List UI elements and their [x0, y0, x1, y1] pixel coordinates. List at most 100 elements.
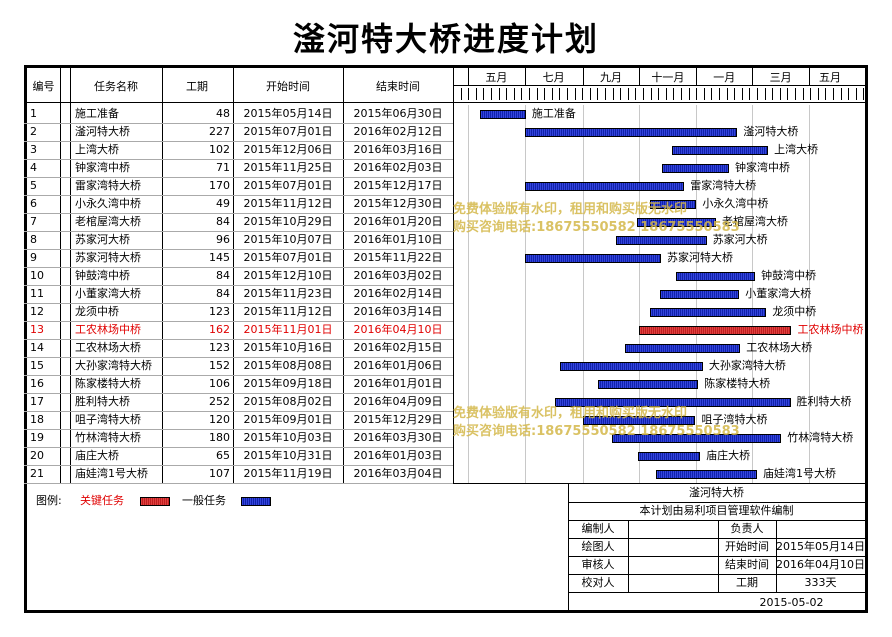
timeline-tick — [741, 88, 743, 100]
timeline-tick — [574, 88, 576, 100]
task-start-date: 2015年05月14日 — [243, 107, 333, 120]
timeline-month-label: 三月 — [769, 71, 792, 84]
timeline-tick — [627, 88, 629, 100]
gantt-bar-label: 钟家湾中桥 — [735, 161, 791, 174]
watermark-line1: 免费体验版有水印，租用和购买版无水印 — [453, 202, 688, 217]
timeline-tick — [498, 88, 500, 100]
task-number: 14 — [30, 341, 44, 354]
task-end-date: 2016年02月14日 — [353, 287, 443, 300]
task-number: 12 — [30, 305, 44, 318]
gantt-bar — [598, 380, 699, 389]
gantt-bar — [638, 452, 701, 461]
task-duration: 123 — [209, 305, 230, 318]
column-divider — [343, 65, 344, 483]
col-header-duration: 工期 — [186, 80, 208, 93]
task-number: 3 — [30, 143, 37, 156]
task-start-date: 2015年07月01日 — [243, 179, 333, 192]
task-end-date: 2015年12月30日 — [353, 197, 443, 210]
timeline-tick — [559, 88, 561, 100]
signoff-k1: 审核人 — [581, 558, 615, 571]
timeline-gridline — [639, 105, 641, 483]
timeline-tick — [536, 88, 538, 100]
timeline-tick — [673, 88, 675, 100]
task-name: 钟家湾中桥 — [75, 161, 130, 174]
task-number: 9 — [30, 251, 37, 264]
gantt-bar — [639, 326, 792, 335]
task-end-date: 2016年03月14日 — [353, 305, 443, 318]
timeline-month-divider — [639, 65, 641, 85]
timeline-month-label: 五月 — [485, 71, 508, 84]
gantt-bar-label: 小永久湾中桥 — [702, 197, 769, 210]
timeline-tick — [620, 88, 622, 100]
signoff-k2: 工期 — [736, 576, 758, 589]
timeline-tick — [688, 88, 690, 100]
task-number: 19 — [30, 431, 44, 444]
timeline-tick — [483, 88, 485, 100]
signoff-k1: 校对人 — [581, 576, 615, 589]
task-number: 18 — [30, 413, 44, 426]
signoff-v2: 2015年05月14日 — [776, 540, 865, 553]
task-name: 咀子湾特大桥 — [75, 413, 141, 426]
legend-label: 图例: — [36, 494, 62, 507]
timeline-gridline — [467, 105, 469, 483]
header-divider — [24, 102, 453, 103]
task-start-date: 2015年08月08日 — [243, 359, 333, 372]
task-end-date: 2015年12月29日 — [353, 413, 443, 426]
task-end-date: 2016年04月09日 — [353, 395, 443, 408]
task-end-date: 2016年02月12日 — [353, 125, 443, 138]
gantt-bar-label: 咀子湾特大桥 — [701, 413, 768, 426]
watermark-line2: 购买咨询电话:18675550582 18675550583 — [453, 220, 740, 235]
task-name: 施工准备 — [75, 107, 119, 120]
task-number: 1 — [30, 107, 37, 120]
timeline-tick — [681, 88, 682, 100]
gantt-bar-label: 雷家湾特大桥 — [690, 179, 757, 192]
gantt-bar-label: 工农林场大桥 — [746, 341, 813, 354]
task-start-date: 2015年08月02日 — [243, 395, 333, 408]
timeline-header-divider — [453, 102, 868, 103]
timeline-month-label: 一月 — [713, 71, 736, 84]
task-end-date: 2016年03月30日 — [353, 431, 443, 444]
task-duration: 180 — [209, 431, 230, 444]
signoff-date: 2015-05-02 — [759, 596, 824, 609]
task-duration: 252 — [209, 395, 230, 408]
task-number: 8 — [30, 233, 37, 246]
task-duration: 65 — [216, 449, 230, 462]
timeline-tick — [665, 88, 667, 100]
task-number: 17 — [30, 395, 44, 408]
signoff-line — [568, 520, 865, 521]
task-name: 竹林湾特大桥 — [75, 431, 141, 444]
gantt-bar — [612, 434, 782, 443]
timeline-tick — [513, 88, 515, 100]
task-start-date: 2015年12月06日 — [243, 143, 333, 156]
timeline-tick — [810, 88, 812, 100]
task-end-date: 2016年03月16日 — [353, 143, 443, 156]
timeline-tick — [734, 88, 736, 100]
legend-normal-label: 一般任务 — [182, 494, 226, 507]
task-duration: 96 — [216, 233, 230, 246]
gantt-bar — [524, 182, 685, 191]
timeline-tick — [848, 88, 850, 100]
gantt-bar-label: 苏家河特大桥 — [666, 251, 733, 264]
gantt-bar-label: 苏家河大桥 — [712, 233, 768, 246]
gantt-bar-label: 小董家湾大桥 — [745, 287, 812, 300]
task-number: 20 — [30, 449, 44, 462]
col-header-start: 开始时间 — [266, 80, 310, 93]
timeline-tick — [772, 88, 774, 100]
timeline-tick — [658, 88, 660, 100]
timeline-gridline — [752, 105, 754, 483]
signoff-line — [568, 592, 865, 593]
timeline-tick — [863, 88, 865, 100]
timeline-month-label: 九月 — [599, 71, 622, 84]
task-name: 胜利特大桥 — [75, 395, 130, 408]
signoff-divider — [776, 520, 777, 592]
task-duration: 84 — [216, 215, 230, 228]
task-end-date: 2016年01月06日 — [353, 359, 443, 372]
column-divider — [70, 65, 71, 483]
row-divider — [24, 447, 453, 448]
timeline-tick — [703, 88, 705, 100]
row-divider — [24, 177, 453, 178]
task-start-date: 2015年10月03日 — [243, 431, 333, 444]
timeline-tick — [787, 88, 789, 100]
task-start-date: 2015年11月12日 — [243, 305, 333, 318]
timeline-tick — [855, 88, 857, 100]
